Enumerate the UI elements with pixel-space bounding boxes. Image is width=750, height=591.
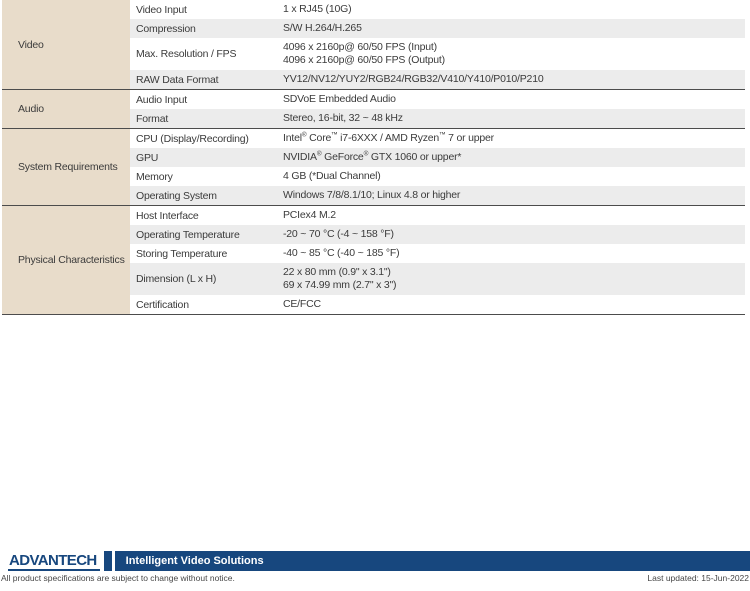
row-value: 4096 x 2160p@ 60/50 FPS (Input) 4096 x 21… [280,38,745,70]
table-row: GPU NVIDIA® GeForce® GTX 1060 or upper* [130,148,745,167]
row-value: YV12/NV12/YUY2/RGB24/RGB32/V410/Y410/P01… [280,70,745,89]
row-label: Memory [136,170,173,183]
row-label: Max. Resolution / FPS [136,48,237,60]
value-line: 1 x RJ45 (10G) [283,3,352,15]
row-value: NVIDIA® GeForce® GTX 1060 or upper* [280,148,745,167]
table-row: Storing Temperature -40 ~ 85 °C (-40 ~ 18… [130,244,745,263]
table-row: Dimension (L x H) 22 x 80 mm (0.9" x 3.1"… [130,263,745,295]
table-row: Compression S/W H.264/H.265 [130,19,745,38]
value-line: 4 GB (*Dual Channel) [283,170,381,182]
value-line: Windows 7/8/8.1/10; Linux 4.8 or higher [283,189,461,201]
row-value: Intel® Core™ i7-6XXX / AMD Ryzen™ 7 or u… [280,129,745,148]
row-label: Certification [136,298,189,311]
value-line: CE/FCC [283,298,321,310]
group-rows: CPU (Display/Recording) Intel® Core™ i7-6… [130,129,745,205]
value-line: 4096 x 2160p@ 60/50 FPS (Output) [283,54,445,66]
spec-group: Video Video Input 1 x RJ45 (10G) Compressio… [2,0,745,90]
logo-divider [103,551,112,571]
value-line: 69 x 74.99 mm (2.7" x 3") [283,279,397,291]
spec-table: Video Video Input 1 x RJ45 (10G) Compressio… [2,0,745,315]
row-value: Stereo, 16-bit, 32 ~ 48 kHz [280,109,745,128]
value-line: NVIDIA® GeForce® GTX 1060 or upper* [283,150,462,163]
row-label: GPU [136,151,159,164]
value-line: 22 x 80 mm (0.9" x 3.1") [283,266,391,278]
table-row: Certification CE/FCC [130,295,745,314]
row-value: SDVoE Embedded Audio [280,90,745,109]
value-line: -40 ~ 85 °C (-40 ~ 185 °F) [283,247,400,259]
last-updated-text: Last updated: 15-Jun-2022 [647,573,749,583]
row-value: Windows 7/8/8.1/10; Linux 4.8 or higher [280,186,745,205]
table-row: CPU (Display/Recording) Intel® Core™ i7-6… [130,129,745,148]
row-value: 4 GB (*Dual Channel) [280,167,745,186]
row-label: Operating Temperature [136,228,240,241]
group-rows: Audio Input SDVoE Embedded Audio Format Ste… [130,90,745,128]
spec-group: System Requirements CPU (Display/Recordin… [2,129,745,206]
row-label: Operating System [136,189,217,202]
row-value: CE/FCC [280,295,745,314]
tagline-bar: Intelligent Video Solutions [114,551,750,571]
table-row: Max. Resolution / FPS 4096 x 2160p@ 60/50… [130,38,745,70]
row-label: Format [136,112,169,125]
row-label: CPU (Display/Recording) [136,132,249,145]
row-value: -40 ~ 85 °C (-40 ~ 185 °F) [280,244,745,263]
category-cell: Video [2,0,130,89]
footer: ADVANTECH Intelligent Video Solutions Al… [0,551,750,583]
table-row: Format Stereo, 16-bit, 32 ~ 48 kHz [130,109,745,128]
row-value: 22 x 80 mm (0.9" x 3.1") 69 x 74.99 mm (2… [280,263,745,295]
group-rows: Host Interface PCIex4 M.2 Operating Temper… [130,206,745,314]
value-line: PCIex4 M.2 [283,209,336,221]
row-label: Audio Input [136,93,187,106]
table-row: Host Interface PCIex4 M.2 [130,206,745,225]
table-row: RAW Data Format YV12/NV12/YUY2/RGB24/RGB3… [130,70,745,89]
value-line: 4096 x 2160p@ 60/50 FPS (Input) [283,41,437,53]
row-label: Video Input [136,3,187,16]
row-value: -20 ~ 70 °C (-4 ~ 158 °F) [280,225,745,244]
value-line: Stereo, 16-bit, 32 ~ 48 kHz [283,112,403,124]
advantech-logo: ADVANTECH [8,551,100,571]
row-value: 1 x RJ45 (10G) [280,0,745,19]
tagline-text: Intelligent Video Solutions [125,555,264,567]
table-row: Video Input 1 x RJ45 (10G) [130,0,745,19]
category-cell: Physical Characteristics [2,206,130,314]
row-value: S/W H.264/H.265 [280,19,745,38]
row-label: RAW Data Format [136,73,219,86]
row-value: PCIex4 M.2 [280,206,745,225]
group-rows: Video Input 1 x RJ45 (10G) Compression S/W … [130,0,745,89]
value-line: S/W H.264/H.265 [283,22,362,34]
row-label: Host Interface [136,209,199,222]
foot-note-row: All product specifications are subject t… [0,573,750,583]
table-row: Memory 4 GB (*Dual Channel) [130,167,745,186]
table-row: Operating Temperature -20 ~ 70 °C (-4 ~ 1… [130,225,745,244]
row-label: Dimension (L x H) [136,273,217,285]
spec-group: Audio Audio Input SDVoE Embedded Audio Form… [2,90,745,129]
spec-group: Physical Characteristics Host Interface PC… [2,206,745,315]
row-label: Storing Temperature [136,247,228,260]
value-line: Intel® Core™ i7-6XXX / AMD Ryzen™ 7 or u… [283,131,494,144]
value-line: SDVoE Embedded Audio [283,93,396,105]
value-line: YV12/NV12/YUY2/RGB24/RGB32/V410/Y410/P01… [283,73,544,85]
table-row: Operating System Windows 7/8/8.1/10; Linu… [130,186,745,205]
value-line: -20 ~ 70 °C (-4 ~ 158 °F) [283,228,394,240]
category-cell: Audio [2,90,130,128]
table-row: Audio Input SDVoE Embedded Audio [130,90,745,109]
row-label: Compression [136,22,196,35]
disclaimer-text: All product specifications are subject t… [1,573,235,583]
category-cell: System Requirements [2,129,130,205]
brand-row: ADVANTECH Intelligent Video Solutions [0,551,750,571]
